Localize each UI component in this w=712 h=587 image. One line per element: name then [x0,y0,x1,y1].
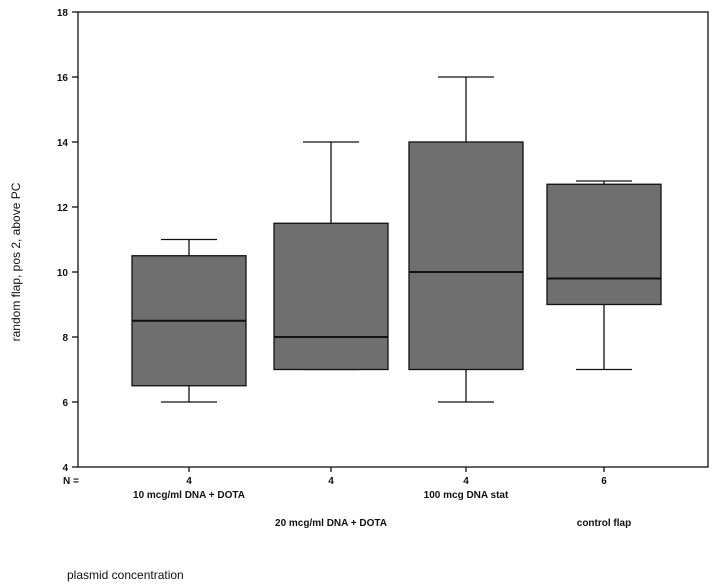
iqr-box [408,141,524,371]
n-count-label: 4 [186,476,192,487]
y-tick-label: 16 [57,73,69,84]
box-group [546,180,662,371]
box-group [273,141,389,371]
y-axis-ticks: 4 6 8 10 12 14 16 18 [57,8,78,474]
iqr-box [546,183,662,306]
y-tick-label: 12 [57,203,69,214]
x-axis-labels: 4 10 mcg/ml DNA + DOTA 4 20 mcg/ml DNA + DO… [133,467,631,529]
y-tick-label: 10 [57,268,69,279]
y-tick-label: 18 [57,8,69,19]
category-label: 20 mcg/ml DNA + DOTA [275,518,387,529]
category-label: 10 mcg/ml DNA + DOTA [133,490,245,501]
category-label: 100 mcg DNA stat [424,490,509,501]
n-count-label: 4 [463,476,469,487]
n-count-label: 6 [601,476,607,487]
y-tick-label: 14 [57,138,69,149]
category-label: control flap [577,518,631,529]
y-tick-label: 8 [62,333,68,344]
y-tick-label: 6 [62,398,68,409]
n-axis-prefix: N = [63,476,79,487]
plot-frame [77,11,709,468]
box-group [131,238,247,403]
x-axis-title: plasmid concentration [67,568,184,582]
y-axis-title: random flap, pos 2, above PC [9,182,23,341]
y-tick-label: 4 [62,463,68,474]
iqr-box [273,222,389,371]
n-count-label: 4 [328,476,334,487]
box-group [408,76,524,403]
box-series [131,76,662,403]
